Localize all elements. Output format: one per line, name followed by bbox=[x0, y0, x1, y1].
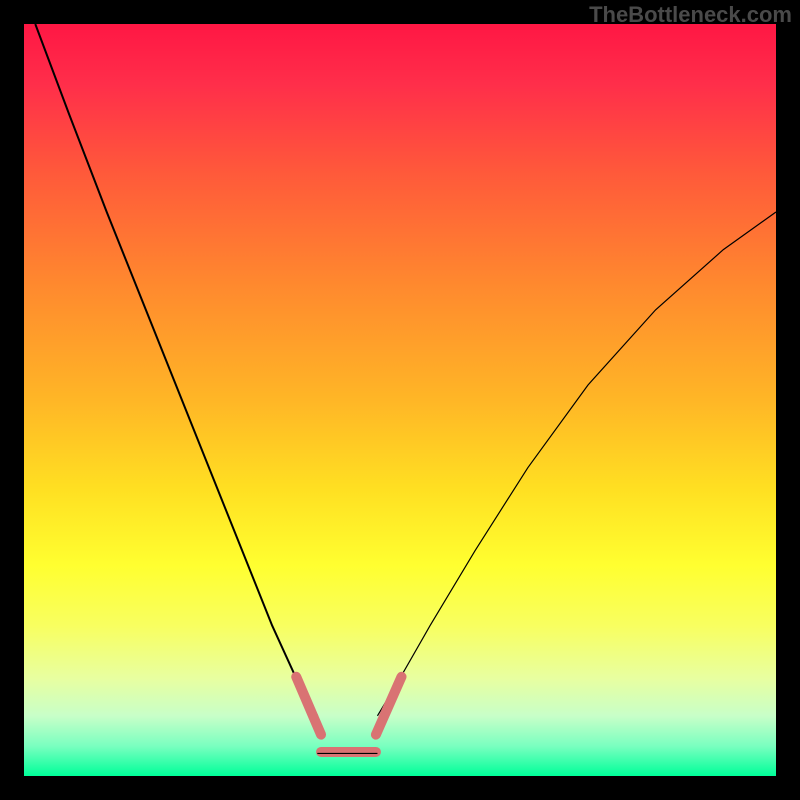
watermark-text: TheBottleneck.com bbox=[589, 2, 792, 28]
bottleneck-chart bbox=[0, 0, 800, 800]
chart-container: TheBottleneck.com bbox=[0, 0, 800, 800]
plot-background bbox=[24, 24, 776, 776]
